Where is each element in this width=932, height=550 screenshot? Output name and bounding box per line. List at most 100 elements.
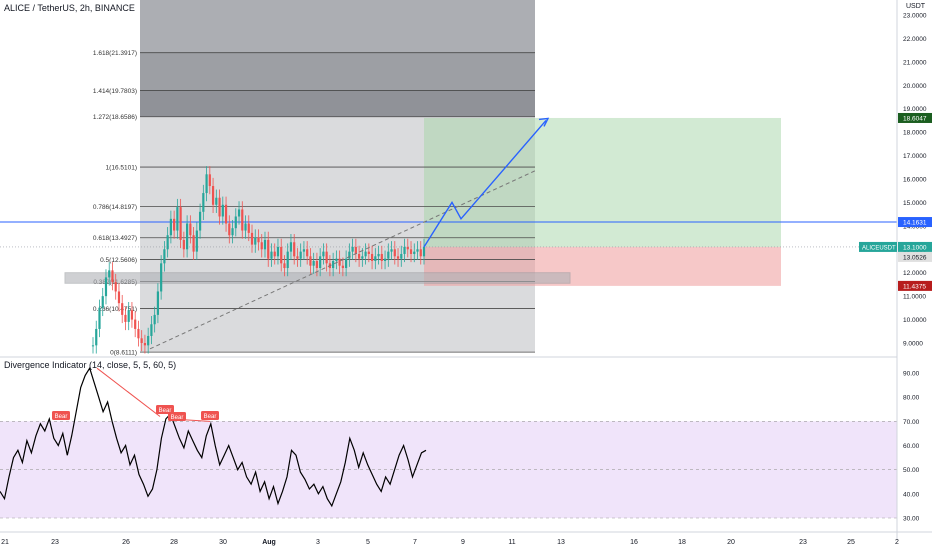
target-zone[interactable] [424, 117, 781, 247]
fib-level-label: 0.5(12.5606) [100, 257, 137, 264]
last-price-sub-badge: 13.0526 [903, 254, 927, 261]
candle [273, 251, 276, 257]
candle [286, 251, 289, 269]
candle [241, 209, 244, 231]
candle [234, 216, 237, 229]
fib-level-label: 0.236(10.4751) [93, 306, 137, 313]
candle [108, 270, 111, 278]
candle [186, 223, 189, 250]
candle [127, 310, 130, 322]
candle [166, 235, 169, 250]
price-tick: 22.0000 [903, 36, 927, 43]
oscillator-line[interactable] [0, 366, 427, 508]
range-box [64, 272, 571, 284]
time-tick: 7 [413, 539, 417, 546]
candle [351, 246, 354, 252]
time-tick: 25 [847, 539, 855, 546]
candle [173, 218, 176, 231]
chart-title: ALICE / TetherUS, 2h, BINANCE [4, 3, 135, 13]
candle [312, 261, 315, 266]
candle [383, 258, 387, 261]
candle [163, 249, 166, 264]
candle [341, 265, 344, 269]
price-tick: 17.0000 [903, 153, 927, 160]
bear-label: Bear [204, 414, 217, 420]
candle [293, 242, 296, 257]
indicator-tick: 70.00 [903, 419, 920, 426]
candle [211, 186, 215, 205]
candle [276, 246, 280, 257]
candle [348, 251, 351, 259]
candle [338, 258, 341, 266]
fib-level-label: 1.272(18.6586) [93, 114, 137, 121]
projection-arrowhead [538, 117, 550, 127]
candle [237, 209, 241, 217]
projection-path[interactable] [423, 119, 547, 248]
last-price-badge: 13.1000 [903, 244, 927, 251]
indicator-tick: 30.00 [903, 516, 920, 523]
price-tick: 10.0000 [903, 317, 927, 324]
target-price-badge: 18.6047 [903, 115, 927, 122]
candle [280, 246, 283, 264]
candle [247, 223, 250, 233]
indicator-tick: 90.00 [903, 371, 920, 378]
candle [413, 251, 416, 254]
candle [260, 242, 263, 250]
candle [160, 263, 163, 292]
candle [208, 174, 211, 187]
price-tick: 9.0000 [903, 341, 923, 348]
candle [137, 328, 140, 339]
candle [400, 253, 403, 259]
candle [289, 242, 293, 252]
time-tick: 18 [678, 539, 686, 546]
oscillator-band [0, 421, 897, 518]
target-price-badge-bg [898, 112, 932, 123]
candle [192, 235, 195, 252]
horizontal-line-badge-bg [898, 217, 932, 228]
indicator-tick: 40.00 [903, 491, 920, 498]
candle [244, 223, 247, 231]
stop-price-badge-bg [898, 280, 932, 291]
candle [176, 207, 179, 231]
candle [422, 246, 426, 257]
candle [357, 253, 361, 259]
price-pane[interactable]: 1.618(21.3917) 1.414(19.7803) 1.272(18.658… [0, 0, 897, 358]
candle [111, 270, 114, 283]
symbol-badge: ALICEUSDT [862, 245, 896, 251]
candle [406, 246, 409, 250]
symbol-badge-bg [859, 241, 897, 252]
time-tick: 5 [366, 539, 370, 546]
price-tick: 19.0000 [903, 106, 927, 113]
candle [134, 319, 137, 329]
fib-level-label: 0(8.6111) [110, 350, 137, 357]
candle [387, 251, 390, 259]
candle [364, 251, 367, 257]
price-tick: 11.0000 [903, 294, 926, 301]
candle [416, 249, 419, 252]
bear-label-bg [156, 405, 174, 414]
candle [361, 256, 364, 259]
fib-zone-mid [140, 52, 535, 91]
bear-label: Bear [159, 408, 172, 414]
candle [95, 328, 98, 346]
time-tick: 23 [799, 539, 807, 546]
fib-level-label: 1.414(19.7803) [93, 88, 137, 95]
trend-line[interactable] [149, 170, 536, 350]
candle [380, 253, 383, 261]
bear-label-bg [52, 411, 70, 420]
candle [153, 314, 156, 325]
candle [130, 310, 134, 320]
price-tick: 23.0000 [903, 13, 927, 20]
candle [319, 256, 322, 269]
indicator-tick: 60.00 [903, 443, 920, 450]
bear-label: Bear [171, 415, 184, 421]
candle [396, 256, 400, 259]
candle [250, 232, 254, 245]
candle [409, 249, 413, 254]
fib-level-label: 0.786(14.8197) [93, 204, 137, 211]
candle [124, 314, 127, 322]
candle [270, 251, 273, 259]
last-price-sub-badge-bg [898, 251, 932, 262]
